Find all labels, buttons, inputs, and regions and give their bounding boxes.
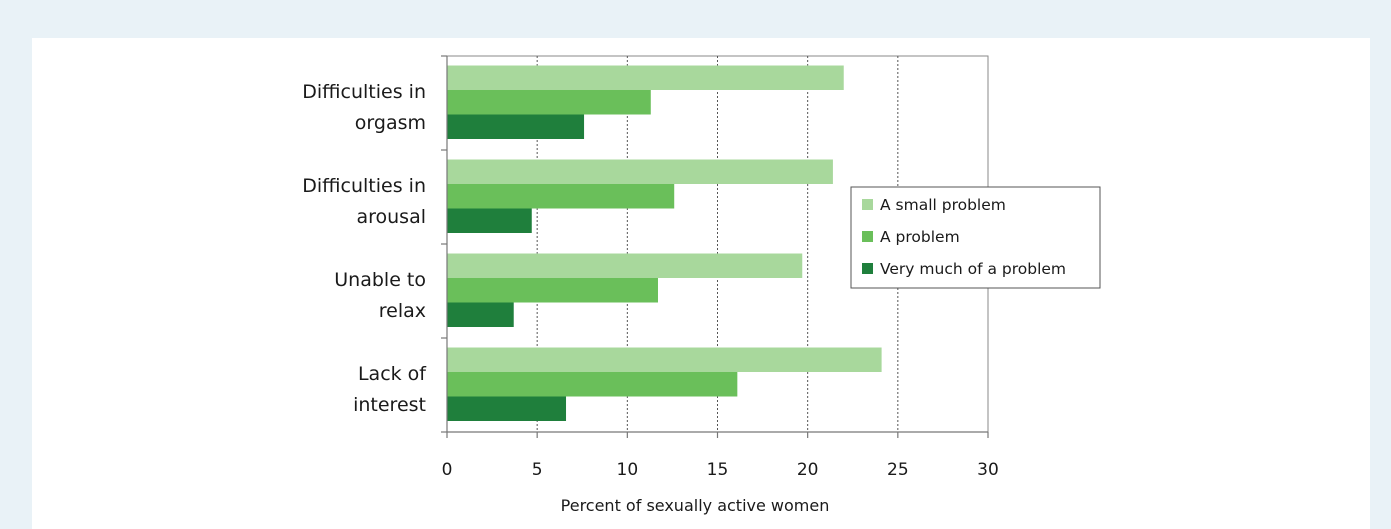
category-labels: Difficulties in orgasm Difficulties in arou… (302, 81, 427, 416)
bar (447, 253, 803, 278)
bar (447, 372, 738, 397)
category-label: Difficulties in arousal (302, 175, 426, 228)
x-tick-label: 15 (707, 460, 729, 480)
category-label-line: orgasm (355, 112, 426, 134)
bar (447, 184, 675, 209)
x-tick-label: 0 (442, 460, 453, 480)
legend: A small problem A problem Very much of a p… (850, 186, 1101, 289)
category-label-line: arousal (356, 206, 426, 228)
category-label: Lack of interest (353, 363, 427, 416)
legend-swatch (862, 231, 873, 242)
category-label-line: interest (353, 394, 426, 416)
bar (447, 159, 833, 184)
category-label-line: Difficulties in (302, 81, 426, 103)
legend-box (850, 186, 1101, 289)
legend-label: A small problem (880, 196, 1006, 214)
category-label-line: Unable to (334, 269, 426, 291)
x-tick-label: 20 (797, 460, 819, 480)
bar (447, 90, 651, 115)
bar (447, 208, 532, 233)
legend-label: Very much of a problem (880, 260, 1066, 278)
category-label: Unable to relax (334, 269, 426, 322)
category-label-line: relax (379, 300, 426, 322)
bar (447, 114, 585, 139)
axes (441, 55, 989, 438)
bar (447, 65, 844, 90)
bars (447, 65, 882, 421)
x-axis-title: Percent of sexually active women (561, 496, 830, 515)
bar (447, 347, 882, 372)
bar (447, 396, 567, 421)
category-label: Difficulties in orgasm (302, 81, 426, 134)
x-tick-label: 5 (532, 460, 543, 480)
x-tick-label: 25 (887, 460, 909, 480)
x-tick-label: 10 (617, 460, 639, 480)
bar (447, 278, 658, 303)
category-label-line: Lack of (358, 363, 427, 385)
category-label-line: Difficulties in (302, 175, 426, 197)
legend-swatch (862, 263, 873, 274)
legend-label: A problem (880, 228, 960, 246)
bar (447, 302, 514, 327)
legend-swatch (862, 199, 873, 210)
x-tick-labels: 0 5 10 15 20 25 30 (442, 460, 999, 480)
x-tick-label: 30 (977, 460, 999, 480)
